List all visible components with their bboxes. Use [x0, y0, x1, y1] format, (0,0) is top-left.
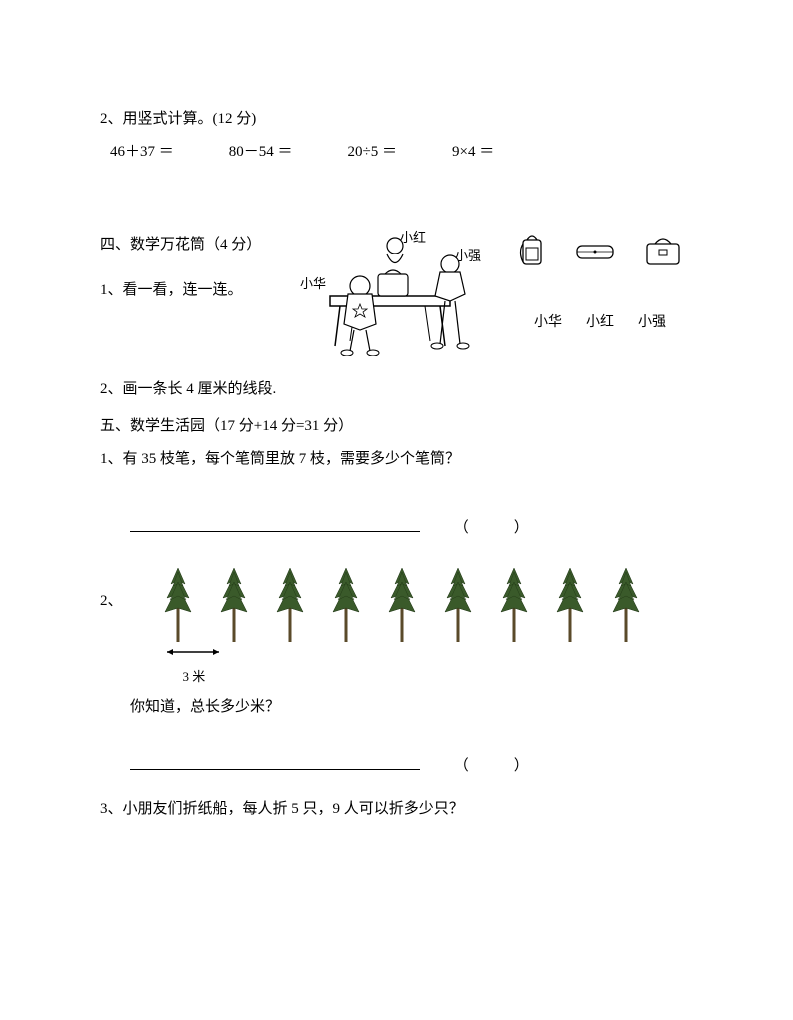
distance-label: 3 米	[183, 665, 651, 688]
items-column: 小华 小红 小强	[510, 226, 690, 335]
tree-icon	[377, 564, 427, 644]
briefcase-icon	[641, 230, 685, 270]
tree-icon	[489, 564, 539, 644]
tree-icon	[545, 564, 595, 644]
name-hua: 小华	[534, 310, 562, 335]
section5-q1: 1、有 35 枝笔，每个笔筒里放 7 枝，需要多少个笔筒？	[100, 446, 693, 473]
tree-icon	[601, 564, 651, 644]
tree-icon	[153, 564, 203, 644]
name-qiang: 小强	[638, 310, 666, 335]
label-xiaohua: 小华	[300, 272, 326, 295]
name-hong: 小红	[586, 310, 614, 335]
section4-q1: 1、看一看，连一连。	[100, 277, 300, 304]
label-xiaoqiang: 小强	[455, 244, 481, 267]
answer-line-1	[130, 513, 420, 532]
eq-1: 46＋37 ＝	[110, 139, 174, 166]
pencil-case-icon	[573, 230, 617, 270]
eq-3: 20÷5 ＝	[348, 139, 397, 166]
tree-icon	[209, 564, 259, 644]
section4-q2: 2、画一条长 4 厘米的线段.	[100, 376, 693, 403]
section5-title: 五、数学生活园（17 分+14 分=31 分）	[100, 413, 693, 440]
answer-line-2	[130, 751, 420, 770]
scene-illustration: 小红 小强 小华	[300, 226, 510, 356]
paren-1: （ ）	[454, 515, 529, 542]
trees-row	[153, 564, 651, 644]
eq-2: 80－54 ＝	[229, 139, 293, 166]
tree-icon	[433, 564, 483, 644]
tree-icon	[265, 564, 315, 644]
eq-4: 9×4 ＝	[452, 139, 494, 166]
section5-q2-ask: 你知道，总长多少米？	[130, 694, 693, 721]
section5-q3: 3、小朋友们折纸船，每人折 5 只，9 人可以折多少只？	[100, 796, 693, 823]
q2-vertical-title: 2、用竖式计算。(12 分)	[100, 106, 693, 133]
equations-row: 46＋37 ＝ 80－54 ＝ 20÷5 ＝ 9×4 ＝	[110, 139, 693, 166]
tree-icon	[321, 564, 371, 644]
paren-2: （ ）	[454, 753, 529, 780]
label-xiaohong: 小红	[400, 226, 426, 249]
section5-q2-prefix: 2、	[100, 588, 123, 615]
backpack-icon	[515, 230, 549, 270]
section4-title: 四、数学万花筒（4 分）	[100, 232, 300, 259]
